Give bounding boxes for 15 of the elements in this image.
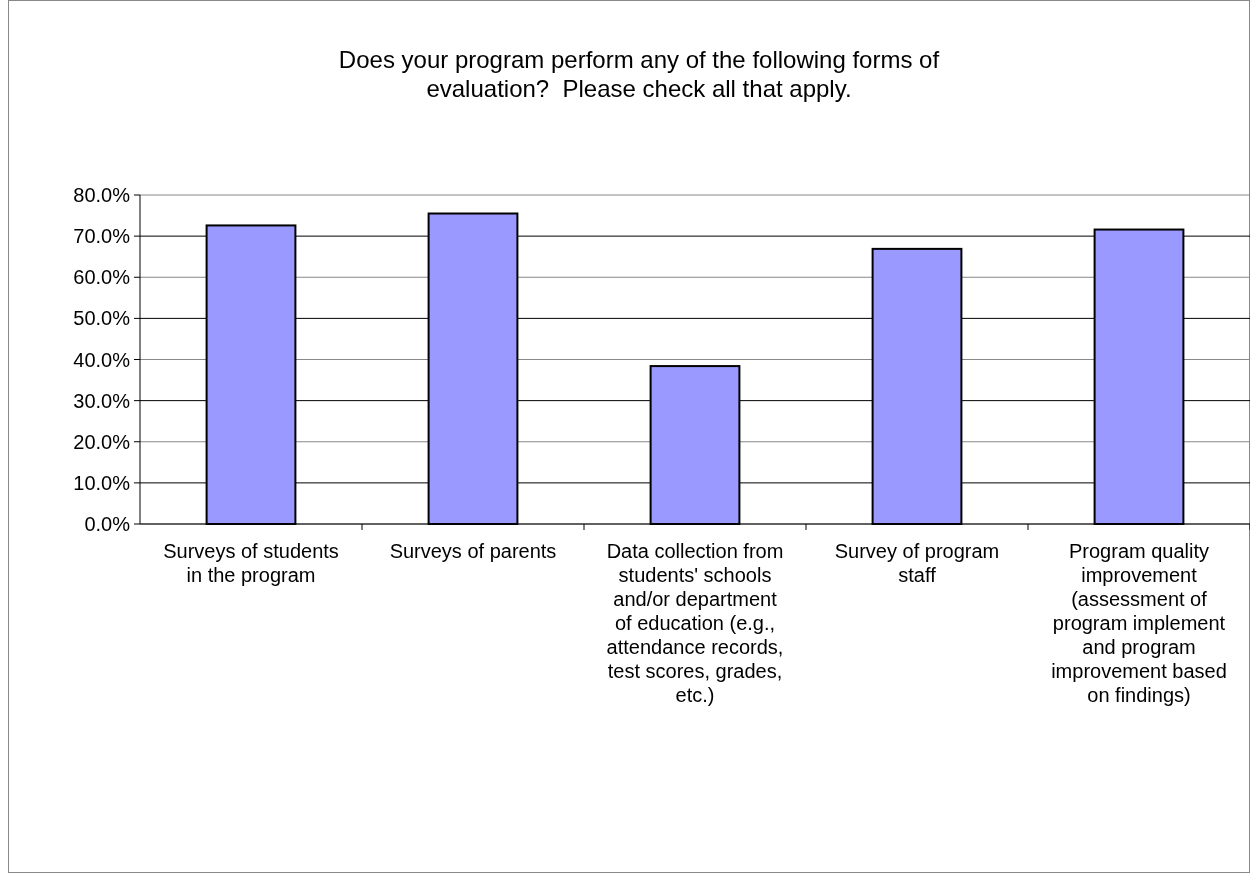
x-tick-label: Survey of program staff [834,540,1000,586]
y-tick-label: 10.0% [73,471,131,494]
y-tick-label: 80.0% [73,184,131,206]
x-tick-label: Surveys of students in the program [163,540,339,586]
x-tick-label: Program quality improvement (assessment of program implement and program improvement based on findings) [1051,540,1227,706]
x-tick-label: Data collection from students' schools and/or department of education (e.g., attendance records, test scores, grades, etc.) [606,540,784,706]
y-tick-label: 50.0% [73,307,131,330]
y-tick-label: 60.0% [73,266,131,289]
y-tick-label: 70.0% [73,225,131,248]
chart-title: Does your program perform any of the following forms of evaluation? Please check all that apply. [338,46,940,102]
y-tick-label: 30.0% [73,389,131,412]
y-tick-label: 40.0% [73,348,131,371]
y-tick-label: 20.0% [73,430,131,453]
x-tick-label: Surveys of parents [389,540,557,562]
y-tick-label: 0.0% [84,513,131,535]
